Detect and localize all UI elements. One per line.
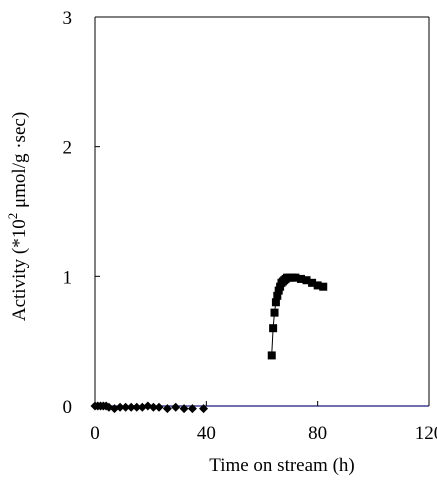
series-layer — [90, 273, 328, 414]
data-point-square — [296, 274, 305, 283]
y-tick-label: 1 — [63, 267, 73, 288]
x-tick-label: 0 — [90, 423, 100, 444]
data-point-diamond — [148, 402, 158, 412]
y-axis-title-superscript: 2 — [5, 213, 20, 220]
data-point-square — [319, 282, 328, 291]
y-tick-label: 2 — [63, 138, 73, 159]
x-tick-label: 40 — [197, 423, 216, 444]
y-axis-title: Activity (*102 μmol/g ·sec) — [5, 112, 30, 321]
data-point-square — [269, 324, 278, 333]
data-point-diamond — [179, 404, 189, 414]
data-point-diamond — [154, 402, 164, 412]
data-point-square — [308, 278, 317, 287]
data-point-square — [267, 351, 276, 360]
data-point-square — [271, 298, 280, 307]
data-point-diamond — [132, 402, 142, 412]
x-axis-ticks: 0 40 80 120 — [90, 401, 437, 444]
data-point-diamond — [121, 402, 131, 412]
data-point-square — [291, 273, 300, 282]
series-diamond — [90, 401, 209, 414]
y-axis-title-prefix: Activity (*10 — [9, 219, 30, 321]
data-point-diamond — [171, 402, 181, 412]
data-point-diamond — [199, 404, 209, 414]
data-point-diamond — [187, 404, 197, 414]
data-point-square — [302, 276, 311, 285]
y-axis-ticks: 0 1 2 3 — [63, 8, 100, 418]
data-point-diamond — [162, 404, 172, 414]
data-point-square — [313, 281, 322, 290]
y-tick-label: 0 — [63, 397, 73, 418]
data-point-diamond — [115, 402, 125, 412]
series-square — [267, 273, 328, 360]
x-tick-label: 120 — [415, 423, 437, 444]
plot-frame — [94, 16, 430, 407]
data-point-diamond — [126, 402, 136, 412]
x-tick-label: 80 — [308, 423, 327, 444]
x-axis-title: Time on stream (h) — [209, 455, 354, 476]
data-point-square — [270, 308, 279, 317]
data-point-square — [273, 291, 282, 300]
y-axis-title-suffix: μmol/g ·sec) — [9, 112, 30, 213]
y-tick-label: 3 — [63, 8, 73, 29]
